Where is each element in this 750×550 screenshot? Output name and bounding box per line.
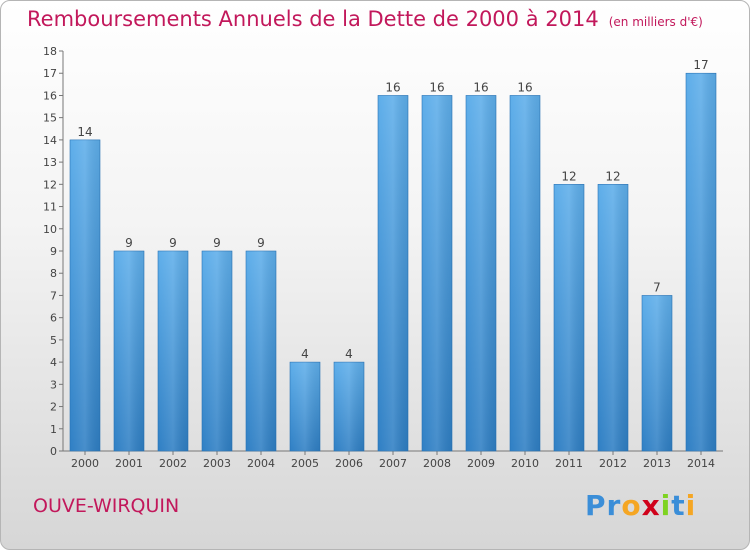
x-tick-label: 2012 bbox=[599, 457, 627, 470]
bar-value-label: 14 bbox=[77, 125, 92, 139]
y-tick-label: 10 bbox=[43, 223, 57, 236]
commune-name: OUVE-WIRQUIN bbox=[33, 495, 180, 517]
x-tick-label: 2014 bbox=[687, 457, 715, 470]
y-tick-label: 0 bbox=[50, 445, 57, 458]
bar-sheen bbox=[114, 251, 144, 451]
logo-letter: r bbox=[606, 489, 622, 522]
x-tick-label: 2003 bbox=[203, 457, 231, 470]
proxiti-logo: Proxiti bbox=[585, 489, 696, 522]
bar-sheen bbox=[466, 95, 496, 451]
logo-letter: i bbox=[685, 489, 697, 522]
bar-value-label: 16 bbox=[473, 80, 488, 94]
bar-sheen bbox=[290, 362, 320, 451]
bar-sheen bbox=[422, 95, 452, 451]
x-tick-label: 2001 bbox=[115, 457, 143, 470]
bar-value-label: 17 bbox=[693, 58, 708, 72]
y-tick-label: 9 bbox=[50, 245, 57, 258]
bar-value-label: 9 bbox=[125, 236, 133, 250]
x-tick-label: 2002 bbox=[159, 457, 187, 470]
bar-value-label: 7 bbox=[653, 280, 661, 294]
y-tick-label: 11 bbox=[43, 201, 57, 214]
y-tick-label: 12 bbox=[43, 178, 57, 191]
logo-letter: t bbox=[671, 489, 686, 522]
y-tick-label: 3 bbox=[50, 378, 57, 391]
bar-value-label: 4 bbox=[345, 347, 353, 361]
y-tick-label: 14 bbox=[43, 134, 57, 147]
bar-value-label: 16 bbox=[517, 80, 532, 94]
y-tick-label: 18 bbox=[43, 45, 57, 58]
x-tick-label: 2005 bbox=[291, 457, 319, 470]
bar-value-label: 12 bbox=[561, 169, 576, 183]
y-tick-label: 15 bbox=[43, 112, 57, 125]
y-tick-label: 5 bbox=[50, 334, 57, 347]
bar-sheen bbox=[554, 184, 584, 452]
y-tick-label: 1 bbox=[50, 423, 57, 436]
x-tick-label: 2006 bbox=[335, 457, 363, 470]
y-tick-label: 17 bbox=[43, 67, 57, 80]
logo-letter: o bbox=[621, 489, 642, 522]
bar-value-label: 9 bbox=[169, 236, 177, 250]
x-tick-label: 2000 bbox=[71, 457, 99, 470]
x-tick-label: 2011 bbox=[555, 457, 583, 470]
x-tick-label: 2009 bbox=[467, 457, 495, 470]
bar-sheen bbox=[246, 251, 276, 451]
bar-value-label: 16 bbox=[385, 80, 400, 94]
bar-sheen bbox=[510, 95, 540, 451]
logo-letter: P bbox=[585, 489, 607, 522]
x-tick-label: 2013 bbox=[643, 457, 671, 470]
bar-sheen bbox=[642, 295, 672, 451]
bar-sheen bbox=[378, 95, 408, 451]
logo-letter: i bbox=[660, 489, 672, 522]
x-tick-label: 2010 bbox=[511, 457, 539, 470]
bar-sheen bbox=[70, 139, 100, 451]
bar-sheen bbox=[598, 184, 628, 452]
y-tick-label: 8 bbox=[50, 267, 57, 280]
x-tick-label: 2008 bbox=[423, 457, 451, 470]
bar-value-label: 16 bbox=[429, 80, 444, 94]
bar-value-label: 9 bbox=[257, 236, 265, 250]
chart-title: Remboursements Annuels de la Dette de 20… bbox=[27, 7, 703, 31]
y-tick-label: 6 bbox=[50, 312, 57, 325]
y-tick-label: 13 bbox=[43, 156, 57, 169]
bar-sheen bbox=[686, 73, 716, 451]
y-tick-label: 4 bbox=[50, 356, 57, 369]
bar-value-label: 12 bbox=[605, 169, 620, 183]
logo-letter: x bbox=[641, 489, 661, 522]
chart-title-unit: (en milliers d'€) bbox=[608, 15, 703, 29]
bar-value-label: 4 bbox=[301, 347, 309, 361]
y-tick-label: 7 bbox=[50, 289, 57, 302]
y-tick-label: 16 bbox=[43, 89, 57, 102]
y-tick-label: 2 bbox=[50, 401, 57, 414]
chart-title-text: Remboursements Annuels de la Dette de 20… bbox=[27, 7, 599, 31]
bar-value-label: 9 bbox=[213, 236, 221, 250]
bar-sheen bbox=[202, 251, 232, 451]
x-tick-label: 2007 bbox=[379, 457, 407, 470]
x-tick-label: 2004 bbox=[247, 457, 275, 470]
bar-sheen bbox=[334, 362, 364, 451]
bar-sheen bbox=[158, 251, 188, 451]
